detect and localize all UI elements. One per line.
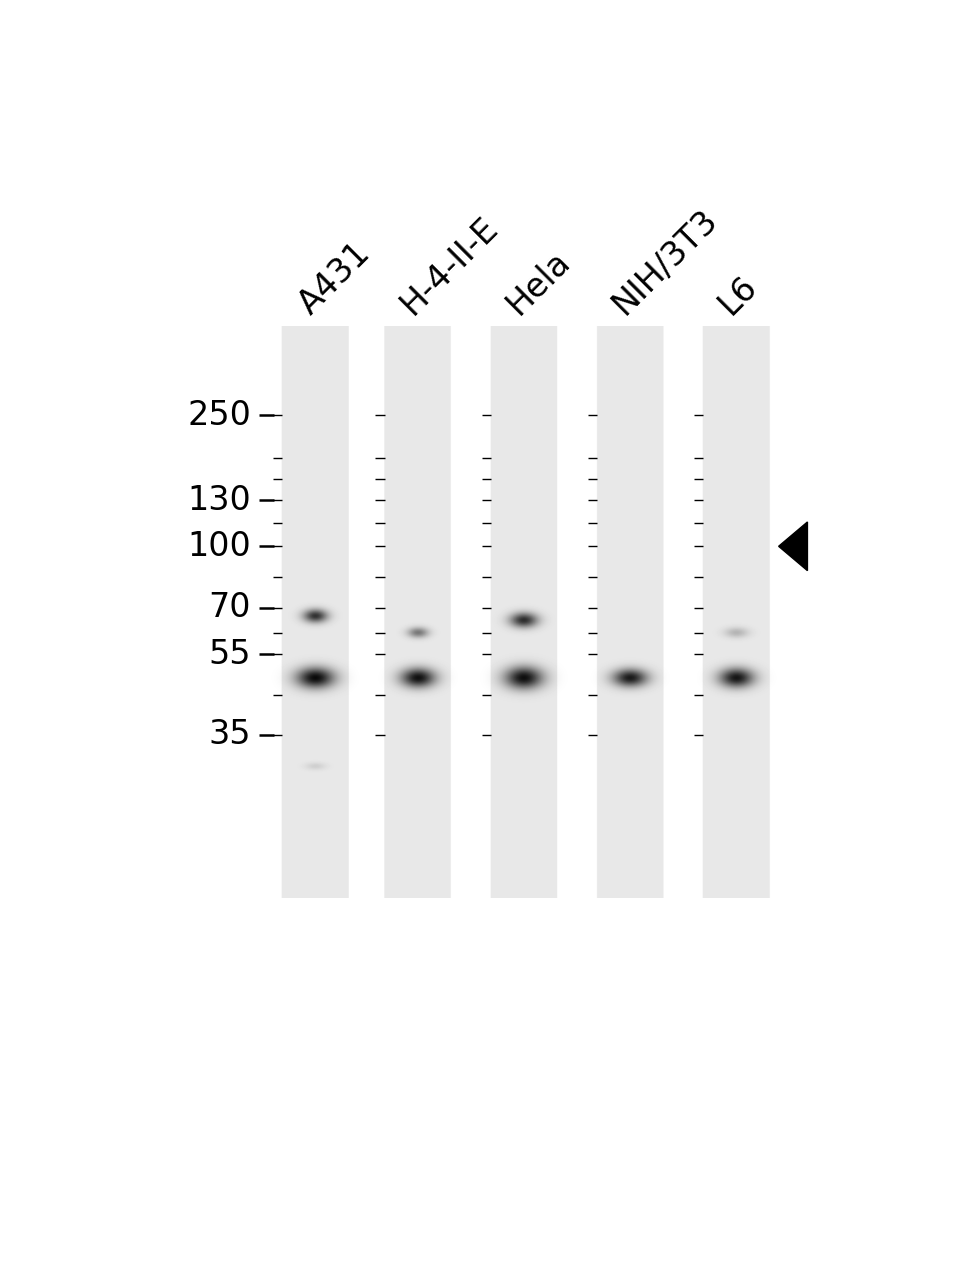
- Text: A431: A431: [292, 237, 376, 321]
- Text: Hela: Hela: [500, 244, 576, 321]
- Bar: [490, 326, 557, 897]
- Bar: [702, 326, 769, 897]
- Text: 250: 250: [187, 399, 251, 431]
- Text: H-4-II-E: H-4-II-E: [394, 211, 504, 321]
- Bar: [596, 326, 662, 897]
- Text: 100: 100: [188, 530, 251, 563]
- Text: L6: L6: [712, 270, 763, 321]
- Bar: [384, 326, 450, 897]
- Text: NIH/3T3: NIH/3T3: [606, 204, 724, 321]
- Bar: [282, 326, 349, 897]
- Text: 55: 55: [208, 637, 251, 671]
- Text: 130: 130: [188, 484, 251, 517]
- Text: 35: 35: [208, 718, 251, 751]
- Polygon shape: [778, 522, 807, 571]
- Text: 70: 70: [208, 591, 251, 625]
